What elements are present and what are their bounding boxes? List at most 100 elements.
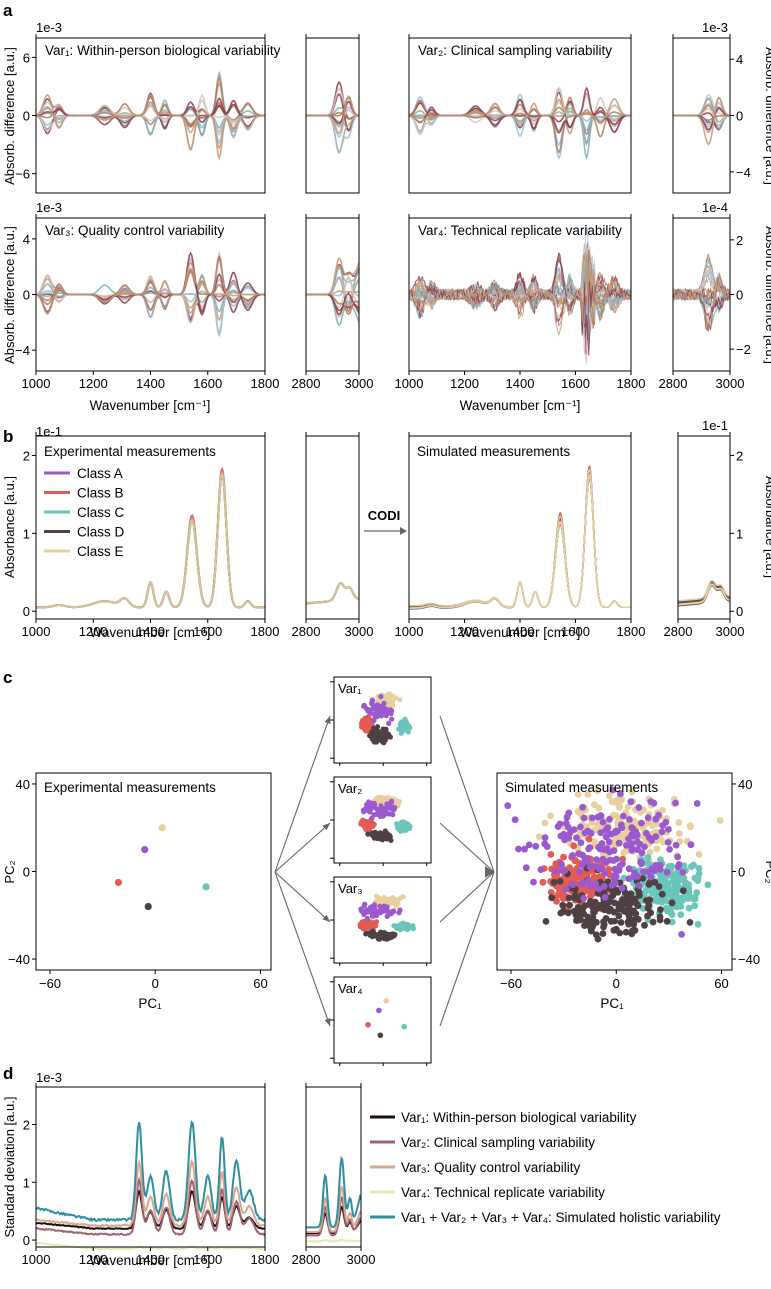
legend-label: Class D [77, 525, 125, 540]
var-cloud-point [397, 697, 403, 703]
legend-label: Class C [77, 505, 125, 520]
spectrum-class-e [306, 582, 359, 605]
simulated-point [591, 801, 598, 809]
simulated-point [560, 907, 567, 915]
xtick-label: 2800 [292, 376, 321, 391]
xtick-label: 1600 [561, 376, 590, 391]
var-cloud-point [397, 927, 404, 933]
simulated-point [525, 841, 533, 849]
small-panel-label: Var₂ [338, 781, 362, 796]
simulated-point [575, 850, 583, 858]
simulated-point [593, 863, 600, 870]
simulated-point [541, 834, 549, 842]
codi-label: CODI [368, 508, 401, 523]
ytick-label: −4 [736, 165, 751, 180]
exponent-label: 1e-4 [702, 200, 728, 215]
simulated-point [606, 815, 613, 823]
simulated-point [594, 813, 602, 821]
xtick-label: 1800 [251, 624, 280, 639]
flow-arrow [274, 715, 331, 873]
var-cloud-point [369, 830, 375, 836]
simulated-point [678, 931, 685, 938]
simulated-point [649, 918, 657, 926]
var-cloud-point [384, 709, 390, 715]
var4-point [377, 1032, 384, 1039]
simulated-point [687, 841, 695, 849]
xtick-label: 3000 [345, 624, 374, 639]
simulated-point [679, 897, 686, 904]
simulated-point [659, 806, 666, 814]
var-cloud-point [363, 820, 369, 826]
xtick-label: 2800 [292, 1252, 321, 1267]
simulated-point [566, 829, 574, 837]
var-cloud-point [378, 803, 384, 809]
var-cloud-point [376, 933, 382, 939]
var-cloud-point [358, 821, 364, 827]
experimental-point [144, 902, 152, 911]
simulated-point [652, 891, 660, 899]
trace [306, 257, 360, 296]
var-cloud-point [362, 910, 368, 916]
xtick-label: 1400 [136, 624, 165, 639]
simulated-point [556, 878, 564, 885]
simulated-point [615, 839, 623, 847]
var-cloud-point [365, 807, 371, 813]
simulated-point [588, 883, 595, 891]
simulated-point [598, 864, 606, 872]
simulated-point [612, 812, 620, 819]
simulated-point [541, 819, 549, 827]
x-axis-title: PC₁ [138, 996, 162, 1011]
xtick-label: 1400 [506, 376, 535, 391]
var-cloud-point [371, 718, 377, 724]
ytick-label: 1 [736, 526, 743, 541]
simulated-point [656, 861, 664, 869]
var-cloud-point [390, 812, 396, 818]
simulated-point [609, 892, 617, 900]
codi-arrow-head [400, 527, 407, 535]
panel-label-c: c [3, 668, 12, 687]
ytick-label: −2 [736, 342, 751, 357]
exponent-label: 1e-3 [36, 20, 62, 35]
simulated-point [597, 829, 605, 837]
simulated-point [631, 869, 638, 877]
simulated-point [565, 894, 573, 902]
simulated-point [619, 860, 626, 868]
simulated-point [691, 874, 699, 882]
simulated-point [630, 916, 638, 924]
var-cloud-point [360, 807, 366, 813]
trace [672, 268, 731, 306]
spectrum-class-e [36, 471, 265, 609]
ytick-label: 40 [738, 777, 752, 792]
var-cloud-point [361, 702, 367, 709]
simulated-point [614, 827, 621, 835]
var-cloud-point [386, 720, 392, 727]
trace [672, 288, 731, 322]
simulated-point [666, 846, 673, 853]
simulated-point [600, 921, 608, 928]
simulated-point [602, 833, 610, 841]
simulated-point [615, 800, 623, 808]
var4-point [383, 998, 389, 1004]
var-cloud-point [384, 913, 390, 920]
small-panel-label: Var₄ [338, 981, 363, 996]
var-cloud-point [391, 923, 397, 929]
simulated-point [645, 868, 653, 876]
simulated-point [541, 840, 549, 848]
simulated-point [539, 878, 547, 886]
xtick-label: 1400 [136, 1252, 165, 1267]
simulated-point [600, 882, 608, 890]
simulated-point [592, 931, 600, 939]
xtick-label: 1800 [617, 376, 646, 391]
simulated-point [522, 864, 530, 872]
ytick-label: 0 [23, 865, 30, 880]
y-axis-title: Absorb. difference [a.u.] [763, 226, 771, 364]
simulated-point [605, 792, 613, 800]
var-cloud-point [386, 934, 392, 940]
var-cloud-point [369, 913, 376, 919]
simulated-point [618, 884, 626, 892]
var-cloud-point [383, 726, 389, 733]
simulated-point [646, 848, 654, 856]
simulated-point [672, 799, 679, 807]
ytick-label: 0 [736, 604, 743, 619]
simulated-point [627, 798, 635, 806]
